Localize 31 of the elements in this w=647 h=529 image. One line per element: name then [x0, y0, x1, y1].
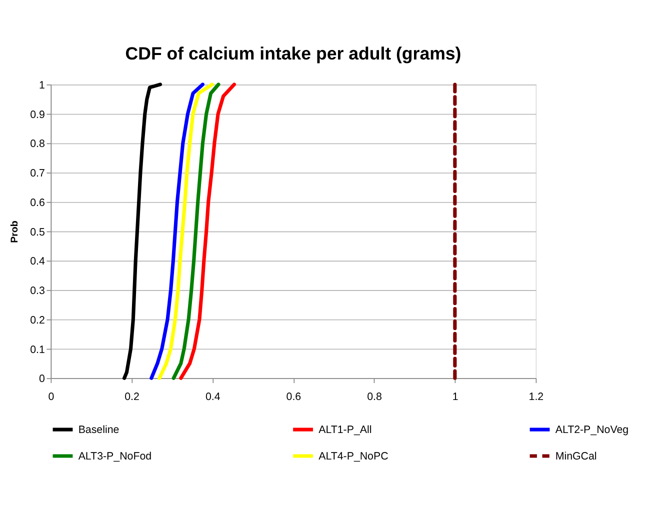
x-tick-label: 0.4 — [205, 390, 220, 403]
line-series — [150, 82, 204, 380]
legend-label: ALT4-P_NoPC — [318, 450, 389, 463]
y-axis-title: Prob — [10, 220, 21, 243]
y-tick-label: 0.1 — [30, 344, 45, 356]
chart-title: CDF of calcium intake per adult (grams) — [125, 44, 462, 64]
x-tick-label: 0 — [48, 390, 54, 403]
y-tick-label: 0.5 — [30, 226, 45, 238]
legend-label: ALT2-P_NoVeg — [555, 424, 629, 436]
legend-label: MinGCal — [555, 450, 597, 463]
y-tick-label: 0.6 — [30, 196, 45, 209]
y-tick-label: 0.3 — [30, 285, 45, 298]
line-series — [122, 82, 162, 380]
legend-label: Baseline — [78, 424, 120, 436]
x-tick-label: 1.2 — [528, 390, 544, 403]
y-tick-label: 0.9 — [30, 108, 45, 121]
line-series — [172, 82, 220, 380]
y-tick-label: 0 — [39, 373, 46, 386]
legend-label: ALT1-P_All — [318, 424, 372, 436]
x-tick-label: 0.6 — [286, 390, 302, 403]
legend-label: ALT3-P_NoFod — [78, 450, 152, 463]
y-tick-label: 0.8 — [30, 138, 45, 150]
y-tick-label: 0.4 — [30, 256, 45, 268]
y-tick-label: 0.7 — [30, 168, 45, 180]
x-tick-label: 0.2 — [124, 390, 140, 403]
y-tick-label: 0.2 — [30, 314, 45, 326]
y-tick-label: 1 — [39, 79, 46, 92]
x-tick-label: 1 — [452, 390, 458, 403]
x-tick-label: 0.8 — [367, 390, 382, 403]
line-series — [158, 82, 214, 380]
line-series — [179, 82, 236, 380]
